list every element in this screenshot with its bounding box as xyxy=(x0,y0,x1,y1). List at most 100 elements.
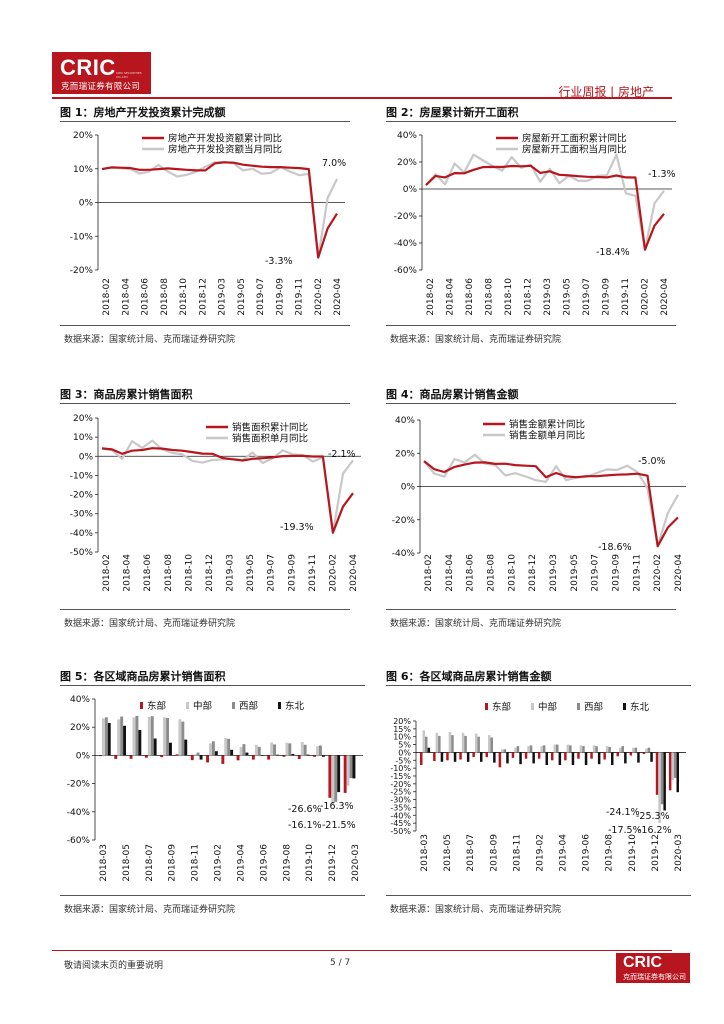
bar xyxy=(282,755,286,757)
bar xyxy=(316,746,319,756)
bar xyxy=(221,755,225,764)
bar xyxy=(319,745,322,756)
bar xyxy=(273,744,276,756)
bar xyxy=(545,752,548,765)
x-tick-label: 2020-03 xyxy=(674,834,684,872)
x-tick-label: 2019-05 xyxy=(570,554,580,592)
x-tick-label: 2018-12 xyxy=(524,278,534,316)
x-tick-label: 2019-02 xyxy=(214,844,224,882)
legend-label: 销售金额单月同比 xyxy=(509,430,585,442)
bar xyxy=(564,752,567,761)
bar xyxy=(236,755,240,761)
data-annotation: -25.3% xyxy=(636,811,670,822)
data-annotation: 7.0% xyxy=(322,158,346,169)
bar xyxy=(196,752,200,756)
bar xyxy=(99,755,102,757)
x-tick-label: 2018-06 xyxy=(143,554,153,592)
bar xyxy=(349,755,353,779)
x-tick-label: 2019-02 xyxy=(535,834,545,872)
x-tick-label: 2018-12 xyxy=(198,278,208,316)
x-tick-label: 2019-09 xyxy=(287,554,297,592)
cric-logo: CRIC CRIC SECURITIES CO.,LTD 克而瑞证券有限公司 xyxy=(52,52,151,94)
chart-svg: 20%15%10%5%0%-5%-10%-15%-20%-25%-30%-35%… xyxy=(390,701,686,872)
bar xyxy=(577,752,580,759)
y-tick-label: -50% xyxy=(390,827,411,836)
legend-swatch xyxy=(531,703,534,710)
figure-bottom-rule xyxy=(60,325,350,326)
bar xyxy=(420,752,423,765)
y-tick-label: 40% xyxy=(70,695,90,705)
x-tick-label: 2018-04 xyxy=(123,554,133,592)
legend-label: 东北 xyxy=(285,700,305,712)
x-tick-label: 2019-09 xyxy=(612,554,622,592)
x-tick-label: 2018-11 xyxy=(512,834,522,872)
x-tick-label: 2018-05 xyxy=(443,834,453,872)
figure-title: 图 1：房地产开发投资累计完成额 xyxy=(60,106,226,119)
bar xyxy=(451,735,454,753)
legend-label: 东北 xyxy=(630,701,650,713)
x-tick-label: 2020-04 xyxy=(349,554,359,592)
x-tick-label: 2018-08 xyxy=(487,554,497,592)
bar xyxy=(123,725,126,756)
bar xyxy=(178,719,182,756)
bar xyxy=(584,752,588,765)
bar xyxy=(227,738,231,756)
y-tick-label: -10% xyxy=(70,232,94,242)
bar xyxy=(595,746,598,753)
bar xyxy=(433,752,436,761)
figure-title: 图 6：各区域商品房累计销售金额 xyxy=(386,670,552,683)
figure-title: 图 5：各区域商品房累计销售面积 xyxy=(60,670,226,683)
bar xyxy=(453,752,457,762)
bar xyxy=(477,736,480,753)
figure-source: 数据来源：国家统计局、克而瑞证券研究院 xyxy=(64,905,236,915)
bar xyxy=(101,718,105,756)
x-tick-label: 2018-10 xyxy=(507,554,517,592)
bar xyxy=(291,754,295,756)
x-tick-label: 2018-12 xyxy=(205,554,215,592)
bar xyxy=(488,735,491,753)
bar xyxy=(306,754,310,756)
x-tick-label: 2019-04 xyxy=(236,844,246,882)
series-line xyxy=(423,460,679,548)
x-tick-label: 2019-10 xyxy=(305,844,315,882)
y-tick-label: 20% xyxy=(70,723,90,733)
y-tick-label: -60% xyxy=(67,836,91,846)
footer-logo-subtext: 克而瑞证券有限公司 xyxy=(623,973,686,981)
footer-logo-text: CRIC xyxy=(623,954,663,971)
x-tick-label: 2019-03 xyxy=(218,278,228,316)
chart-svg: 40% 20% 0% -20% -40% 2018-02 2018-04 2018-06 201… xyxy=(392,416,686,592)
x-tick-label: 2018-04 xyxy=(445,554,455,592)
bar xyxy=(660,752,664,805)
bar xyxy=(472,752,475,758)
bar xyxy=(331,755,335,805)
y-tick-label: -40% xyxy=(390,811,411,820)
bar xyxy=(558,752,562,765)
bar xyxy=(206,755,209,763)
figure-2-panel: 图 2：房屋累计新开工面积 数据来源：国家统计局、克而瑞证券研究院 40% 20% 0%… xyxy=(386,104,676,345)
series-line xyxy=(101,161,338,259)
figure-bottom-rule xyxy=(60,895,365,896)
bar xyxy=(209,743,212,756)
figure-title-rule xyxy=(386,121,676,122)
figure-bottom-rule xyxy=(60,609,350,610)
y-tick-label: -45% xyxy=(390,819,411,828)
bar xyxy=(642,752,646,754)
figure-title-rule xyxy=(386,403,676,404)
bar xyxy=(597,752,601,765)
bar xyxy=(181,721,185,756)
x-tick-label: 2019-03 xyxy=(549,554,559,592)
series-line xyxy=(101,160,338,259)
bar xyxy=(425,736,428,753)
legend-swatch xyxy=(232,702,235,709)
bar xyxy=(592,745,596,753)
bar xyxy=(343,755,347,793)
bar xyxy=(175,754,179,756)
y-tick-label: 15% xyxy=(393,725,411,734)
bar xyxy=(245,752,249,756)
bar xyxy=(605,746,609,753)
bar xyxy=(569,745,572,753)
bar xyxy=(582,746,585,753)
x-tick-label: 2018-10 xyxy=(184,554,194,592)
bar xyxy=(490,737,493,753)
x-tick-label: 2018-06 xyxy=(465,278,475,316)
